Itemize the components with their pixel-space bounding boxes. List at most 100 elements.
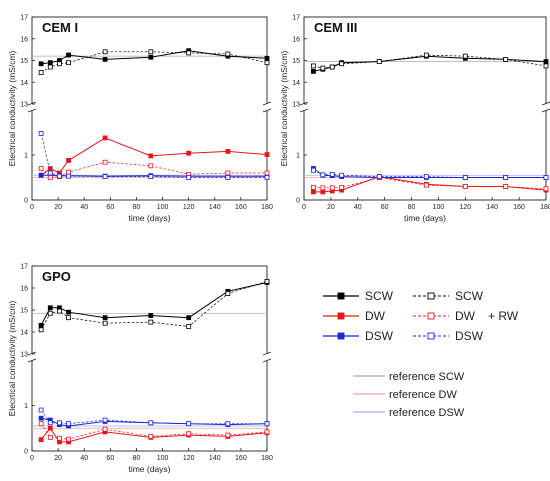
data-point-scw-rw bbox=[311, 63, 316, 69]
data-point-dsw-rw bbox=[329, 171, 335, 177]
y-tick-label: 0 bbox=[24, 198, 28, 205]
x-tick-label: 60 bbox=[106, 204, 114, 211]
data-point-scw-rw bbox=[225, 51, 231, 57]
data-point-dsw-rw bbox=[339, 172, 345, 178]
data-point-dw bbox=[47, 166, 53, 171]
data-point-scw-rw bbox=[264, 278, 270, 284]
y-tick-label: 17 bbox=[20, 15, 28, 22]
data-point-dsw-rw bbox=[423, 174, 429, 180]
x-tick-label: 20 bbox=[54, 455, 62, 462]
series-line-dsw bbox=[313, 168, 546, 178]
legend-reference-label: reference DSW bbox=[389, 407, 465, 419]
data-point-dsw bbox=[38, 415, 44, 421]
axis-break-mark bbox=[27, 101, 37, 106]
data-point-dsw-rw bbox=[186, 175, 192, 180]
data-point-dw-rw bbox=[462, 184, 468, 189]
axis-break-gap bbox=[542, 104, 550, 110]
data-point-scw-rw bbox=[102, 49, 108, 55]
data-point-scw bbox=[148, 313, 154, 318]
data-point-scw bbox=[102, 315, 108, 321]
data-point-dsw-rw bbox=[503, 175, 509, 180]
legend-marker bbox=[427, 292, 435, 300]
data-point-dsw-rw bbox=[47, 170, 53, 176]
data-point-dw-rw bbox=[38, 166, 44, 171]
plot-title: CEM III bbox=[314, 20, 357, 35]
legend-marker bbox=[427, 332, 435, 340]
data-point-dsw-rw bbox=[264, 421, 270, 427]
axis-break-gap bbox=[300, 104, 308, 110]
data-point-scw bbox=[66, 309, 71, 315]
series-line-dw bbox=[313, 176, 547, 193]
data-point-dw bbox=[148, 153, 154, 159]
data-point-dw bbox=[102, 135, 108, 141]
legend-marker bbox=[337, 292, 345, 300]
axis-break-gap bbox=[263, 104, 271, 110]
data-point-scw-rw bbox=[102, 320, 108, 326]
x-tick-label: 180 bbox=[261, 204, 273, 211]
data-point-scw-rw bbox=[57, 308, 62, 314]
data-point-scw bbox=[543, 59, 549, 64]
y-tick-label: 0 bbox=[296, 198, 300, 205]
x-tick-label: 160 bbox=[513, 204, 525, 211]
legend-rw-label: + RW bbox=[488, 309, 519, 323]
data-point-dw-rw bbox=[66, 436, 71, 442]
data-point-scw bbox=[38, 322, 44, 328]
plot-title: CEM I bbox=[42, 20, 78, 35]
series-line-dw-rw bbox=[313, 177, 547, 190]
data-point-scw-rw bbox=[543, 63, 549, 69]
data-point-scw bbox=[47, 60, 53, 66]
data-point-dw-rw bbox=[264, 170, 270, 176]
data-point-scw bbox=[38, 61, 44, 67]
data-point-dw-rw bbox=[66, 169, 71, 175]
data-point-dsw-rw bbox=[102, 417, 108, 423]
x-tick-label: 60 bbox=[106, 455, 114, 462]
y-tick-label: 17 bbox=[20, 264, 28, 271]
data-point-dsw-rw bbox=[38, 130, 44, 136]
data-point-dw-rw bbox=[503, 184, 509, 189]
axis-break-mark bbox=[299, 101, 309, 106]
data-point-dw-rw bbox=[148, 434, 154, 439]
x-tick-label: 80 bbox=[133, 204, 141, 211]
legend-reference-label: reference DW bbox=[389, 389, 457, 401]
legend-label: DSW bbox=[455, 329, 484, 343]
axis-break-gap bbox=[28, 354, 36, 360]
legend-label: DW bbox=[455, 309, 476, 323]
data-point-scw-rw bbox=[148, 49, 154, 55]
data-point-dsw-rw bbox=[320, 172, 326, 178]
series-line-dsw bbox=[40, 417, 268, 427]
data-point-scw bbox=[66, 52, 71, 58]
legend-label: DSW bbox=[365, 329, 394, 343]
legend-reference-label: reference SCW bbox=[389, 371, 465, 383]
data-point-dsw-rw bbox=[66, 173, 71, 179]
x-tick-label: 20 bbox=[327, 204, 335, 211]
axis-break-mark bbox=[262, 101, 272, 106]
x-tick-label: 40 bbox=[354, 204, 362, 211]
data-point-dw bbox=[320, 189, 326, 195]
x-tick-label: 80 bbox=[408, 204, 416, 211]
data-point-dw bbox=[311, 189, 316, 195]
axis-break-mark bbox=[262, 108, 272, 113]
plot-cem-iii: 0 20 40 60 80 100 120 140 160 180 13 14 15 16 17 0 1 time… bbox=[279, 15, 550, 223]
x-axis-label: time (days) bbox=[128, 464, 170, 474]
plot-cem-i: 0 20 40 60 80 100 120 140 160 180 13 14 15 16 17 0 1 time… bbox=[7, 15, 273, 224]
data-point-dw-rw bbox=[320, 185, 326, 191]
legend: SCW DW DSW SCW DW DSW + RW reference SCW referen… bbox=[323, 289, 519, 419]
x-tick-label: 140 bbox=[209, 455, 221, 462]
x-tick-label: 100 bbox=[157, 204, 169, 211]
legend-marker bbox=[427, 312, 435, 320]
data-point-dw bbox=[38, 437, 44, 443]
x-tick-label: 20 bbox=[54, 204, 62, 211]
series-line-dw-rw bbox=[40, 423, 268, 440]
data-point-dw bbox=[186, 150, 192, 156]
data-point-dsw-rw bbox=[57, 173, 62, 179]
data-point-dw-rw bbox=[148, 163, 154, 169]
data-point-scw bbox=[47, 305, 53, 311]
legend-label: SCW bbox=[455, 289, 484, 303]
data-point-scw-rw bbox=[47, 310, 53, 316]
y-tick-label: 14 bbox=[292, 80, 300, 87]
series-line-dsw-rw bbox=[40, 409, 267, 425]
data-point-dw-rw bbox=[47, 175, 53, 180]
axis-break-mark bbox=[541, 108, 550, 113]
axis-break-mark bbox=[27, 358, 37, 363]
